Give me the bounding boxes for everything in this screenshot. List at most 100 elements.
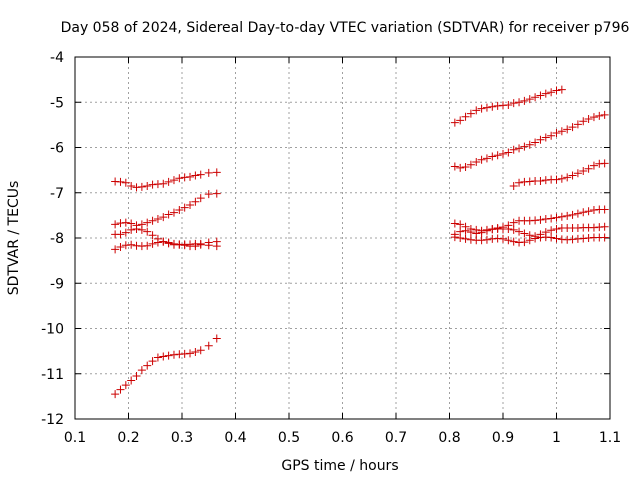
y-tick-label: -11 <box>41 367 64 383</box>
data-point-plus <box>191 197 200 206</box>
data-point-plus <box>472 229 481 238</box>
data-point-plus <box>461 226 470 235</box>
data-point-plus <box>509 237 518 246</box>
x-tick-label: 1.1 <box>599 430 621 446</box>
data-point-plus <box>159 352 168 361</box>
data-point-plus <box>175 174 184 183</box>
data-point-plus <box>573 120 582 129</box>
data-point-plus <box>116 177 125 186</box>
x-tick-label: 0.4 <box>224 430 246 446</box>
data-point-plus <box>557 127 566 136</box>
data-point-plus <box>552 129 561 138</box>
data-point-plus <box>584 114 593 123</box>
y-tick-label: -4 <box>50 50 64 66</box>
data-point-plus <box>531 138 540 147</box>
data-point-plus <box>121 381 130 390</box>
data-point-plus <box>121 228 130 237</box>
data-point-plus <box>472 106 481 115</box>
data-point-plus <box>466 109 475 118</box>
data-point-plus <box>488 102 497 111</box>
data-point-plus <box>164 351 173 360</box>
data-point-plus <box>153 353 162 362</box>
ticks-layer: 0.1 0.2 0.3 0.4 0.5 0.6 0.7 0.8 0.9 1 1.1 -12 -11 -10… <box>41 50 621 446</box>
data-point-plus <box>456 116 465 125</box>
x-tick-label: 0.1 <box>64 430 86 446</box>
data-point-plus <box>461 234 470 243</box>
data-point-plus <box>153 238 162 247</box>
data-point-plus <box>153 214 162 223</box>
data-point-plus <box>536 135 545 144</box>
data-point-plus <box>148 357 157 366</box>
data-point-plus <box>520 238 529 247</box>
data-point-plus <box>504 224 513 233</box>
data-point-plus <box>169 208 178 217</box>
data-point-plus <box>204 168 213 177</box>
data-point-plus <box>557 174 566 183</box>
data-point-plus <box>196 194 205 203</box>
x-tick-label: 0.6 <box>331 430 353 446</box>
data-point-plus <box>456 234 465 242</box>
y-tick-label: -5 <box>50 95 64 111</box>
data-point-plus <box>520 142 529 151</box>
data-point-plus <box>204 241 213 250</box>
data-point-plus <box>477 228 486 237</box>
data-point-plus <box>477 104 486 113</box>
data-point-plus <box>482 235 491 244</box>
data-point-plus <box>552 224 561 233</box>
data-point-plus <box>520 229 529 238</box>
y-tick-label: -8 <box>50 231 64 247</box>
data-point-plus <box>159 179 168 188</box>
data-point-plus <box>541 89 550 98</box>
data-point-plus <box>148 239 157 248</box>
y-tick-label: -10 <box>41 322 64 338</box>
chart-title: Day 058 of 2024, Sidereal Day-to-day VTE… <box>61 20 630 36</box>
data-point-plus <box>116 230 125 239</box>
data-point-plus <box>573 169 582 178</box>
data-point-plus <box>164 210 173 219</box>
data-point-plus <box>531 234 540 243</box>
data-point-plus <box>515 144 524 153</box>
series-track-3-late <box>509 159 609 190</box>
data-point-plus <box>212 168 221 177</box>
series-track-2-early <box>111 189 221 230</box>
data-point-plus <box>563 125 572 134</box>
data-point-plus <box>143 218 152 227</box>
data-point-plus <box>600 205 609 214</box>
data-point-plus <box>547 131 556 140</box>
data-point-plus <box>466 228 475 237</box>
x-tick-label: 0.5 <box>278 430 300 446</box>
data-point-plus <box>584 164 593 173</box>
data-point-plus <box>450 118 459 127</box>
data-point-plus <box>143 227 152 236</box>
data-point-plus <box>536 91 545 100</box>
data-point-plus <box>111 390 120 399</box>
data-point-plus <box>509 225 518 234</box>
data-point-plus <box>450 219 459 228</box>
data-point-plus <box>164 238 173 247</box>
series-track-5-early <box>111 334 221 399</box>
series-track-5-late <box>450 222 609 241</box>
data-point-plus <box>600 110 609 119</box>
data-point-plus <box>579 117 588 126</box>
data-point-plus <box>504 148 513 157</box>
data-point-plus <box>568 123 577 132</box>
data-point-plus <box>568 171 577 180</box>
data-point-plus <box>191 171 200 180</box>
data-point-plus <box>461 162 470 171</box>
data-point-plus <box>557 85 566 94</box>
data-point-plus <box>531 93 540 102</box>
data-point-plus <box>595 111 604 120</box>
data-point-plus <box>482 154 491 163</box>
data-point-plus <box>573 209 582 218</box>
data-point-plus <box>515 178 524 187</box>
data-point-plus <box>525 140 534 149</box>
data-point-plus <box>186 349 195 358</box>
y-tick-label: -12 <box>41 412 64 428</box>
y-axis-label: SDTVAR / TECUs <box>6 181 22 296</box>
y-tick-label: -7 <box>50 186 64 202</box>
data-point-plus <box>552 86 561 95</box>
data-point-plus <box>584 207 593 216</box>
data-point-plus <box>456 220 465 229</box>
data-point-plus <box>143 361 152 370</box>
